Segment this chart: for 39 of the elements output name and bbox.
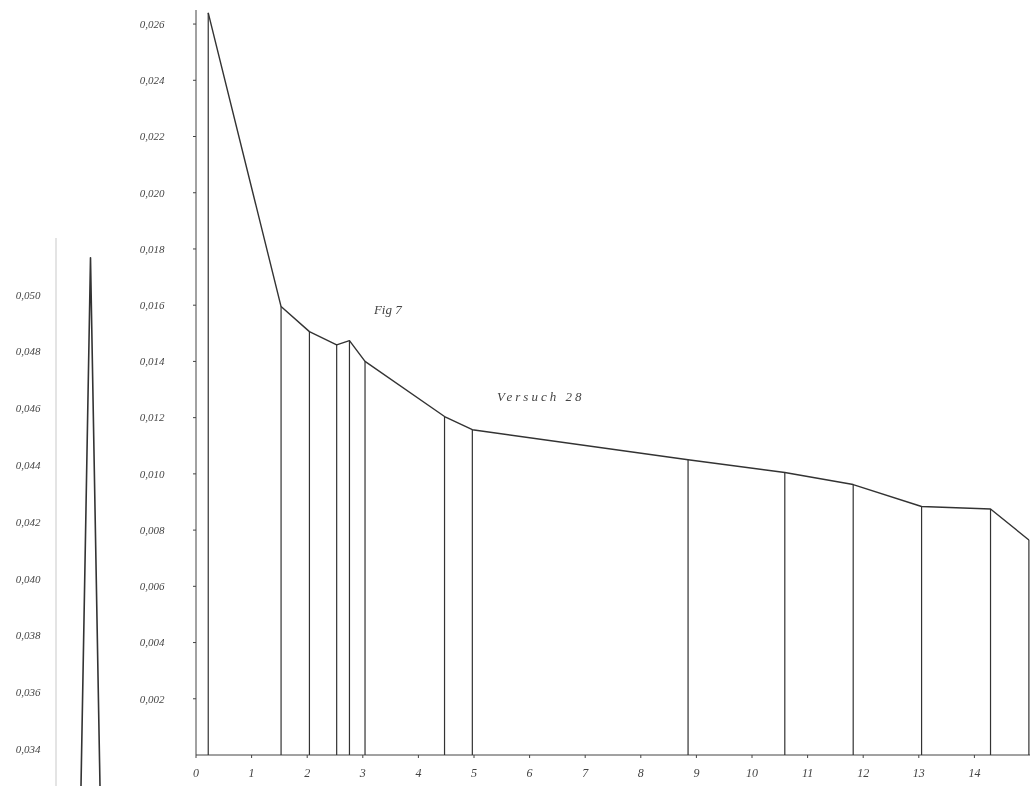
x-tick-label: 9: [693, 766, 700, 780]
y-tick-label: 0,008: [139, 523, 165, 536]
x-tick-label: 11: [802, 766, 814, 780]
x-tick-label: 6: [526, 766, 533, 780]
y-tick-label: 0,012: [139, 411, 165, 424]
y-tick-label: 0,004: [139, 636, 165, 649]
y-tick-label: 0,050: [15, 288, 41, 301]
y-tick-label: 0,034: [15, 742, 41, 755]
x-tick-label: 14: [968, 766, 981, 780]
y-tick-label: 0,042: [15, 515, 41, 528]
y-tick-label: 0,010: [139, 467, 165, 480]
y-tick-label: 0,018: [139, 242, 165, 255]
x-tick-label: 8: [637, 766, 644, 780]
y-tick-label: 0,040: [15, 572, 41, 585]
y-tick-label: 0,014: [139, 355, 165, 368]
x-tick-label: 0: [193, 766, 199, 780]
x-tick-label: 2: [304, 766, 311, 780]
x-tick-label: 10: [746, 766, 758, 780]
x-tick-label: 12: [857, 766, 870, 780]
y-tick-label: 0,022: [139, 130, 165, 143]
y-tick-label: 0,044: [15, 459, 41, 471]
y-tick-label: 0,002: [139, 692, 165, 705]
x-tick-label: 5: [471, 766, 477, 780]
y-tick-label: 0,006: [139, 580, 165, 593]
x-tick-label: 3: [358, 766, 366, 780]
y-tick-label: 0,046: [15, 402, 41, 415]
x-tick-label: 1: [248, 766, 255, 780]
x-tick-label: 7: [582, 766, 590, 780]
y-tick-label: 0,048: [15, 345, 41, 358]
annotation: Versuch 28: [497, 388, 585, 404]
x-tick-label: 13: [912, 766, 925, 780]
y-tick-label: 0,038: [15, 629, 41, 642]
y-tick-label: 0,020: [139, 186, 165, 199]
y-tick-label: 0,026: [139, 17, 165, 30]
y-tick-label: 0,036: [15, 686, 41, 699]
text: Fig 7: [372, 301, 403, 317]
y-tick-label: 0,024: [139, 74, 165, 87]
y-tick-label: 0,016: [139, 299, 165, 312]
x-tick-label: 4: [415, 766, 422, 780]
